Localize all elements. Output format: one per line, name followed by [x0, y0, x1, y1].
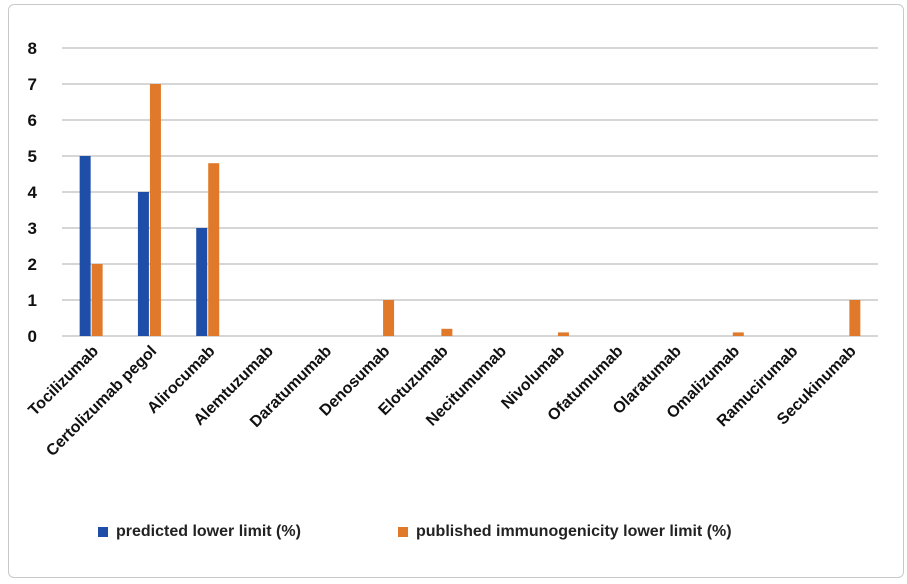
legend-label-published: published immunogenicity lower limit (%) [416, 523, 732, 540]
legend-swatch-predicted [98, 527, 108, 537]
bar [732, 332, 744, 336]
bar [849, 300, 861, 336]
bar [79, 156, 91, 336]
x-tick-label: Certolizumab pegol [43, 343, 160, 460]
bar [208, 163, 220, 336]
bar [383, 300, 395, 336]
chart-frame [8, 4, 904, 578]
bar [557, 332, 569, 336]
legend-label-predicted: predicted lower limit (%) [116, 523, 301, 540]
y-tick-label: 3 [28, 219, 37, 238]
y-tick-label: 7 [28, 75, 37, 94]
y-tick-label: 8 [28, 39, 37, 58]
legend: predicted lower limit (%) published immu… [0, 523, 907, 549]
bar [441, 328, 453, 336]
bar [196, 228, 208, 336]
legend-item-published: published immunogenicity lower limit (%) [398, 523, 732, 541]
y-tick-label: 0 [28, 327, 37, 346]
legend-item-predicted: predicted lower limit (%) [98, 523, 301, 541]
y-tick-label: 1 [28, 291, 37, 310]
y-tick-label: 5 [28, 147, 37, 166]
y-tick-label: 6 [28, 111, 37, 130]
legend-swatch-published [398, 527, 408, 537]
bar [149, 84, 161, 336]
bar [137, 192, 149, 336]
y-tick-label: 4 [28, 183, 38, 202]
y-tick-label: 2 [28, 255, 37, 274]
bar [91, 264, 103, 336]
